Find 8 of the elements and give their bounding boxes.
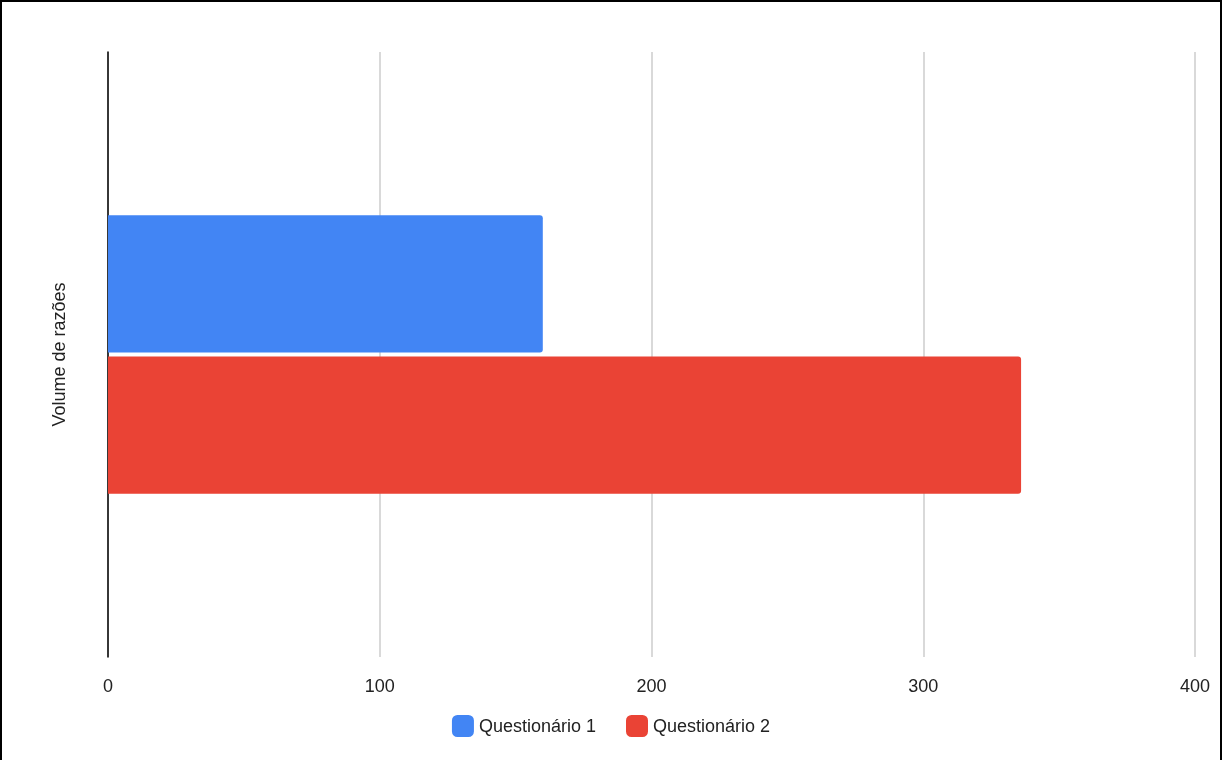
x-tick-label: 400: [1179, 676, 1211, 696]
legend-label: Questionário 2: [653, 716, 771, 736]
x-tick-label: 100: [364, 676, 395, 696]
legend-label: Questionário 1: [478, 716, 597, 736]
y-axis-title: Volume de razões: [49, 282, 69, 427]
x-tick-label: 200: [636, 676, 667, 696]
x-tick-label: 0: [102, 676, 114, 696]
x-tick-label: 300: [908, 676, 939, 696]
